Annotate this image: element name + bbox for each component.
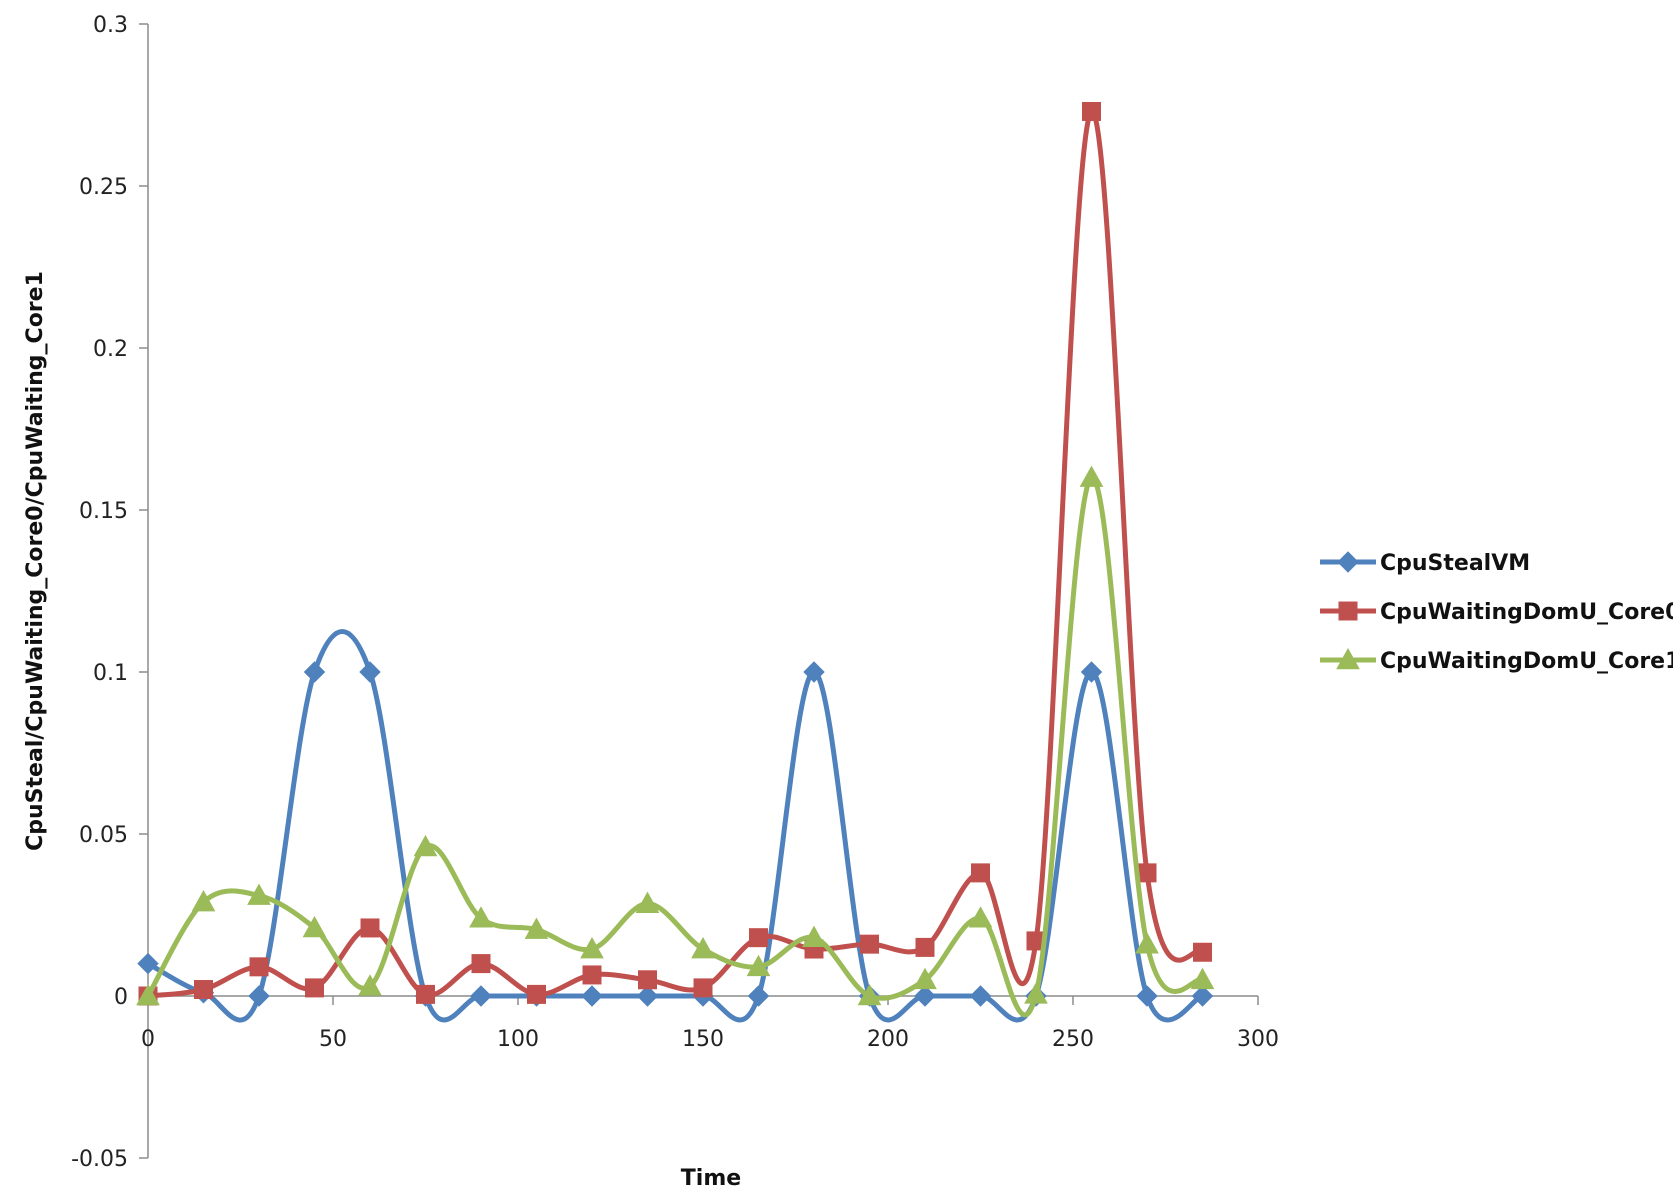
data-point: [635, 891, 660, 913]
legend-marker: [1338, 601, 1358, 621]
data-point: [860, 934, 879, 954]
data-point: [1191, 985, 1214, 1007]
y-tick-label: 0.05: [79, 823, 128, 848]
data-point: [691, 936, 715, 959]
series-line: [145, 629, 1205, 1023]
data-point: [194, 980, 213, 1000]
data-point: [191, 890, 216, 912]
legend-marker: [1336, 647, 1360, 670]
legend-label: CpuWaitingDomU_Core1: [1380, 649, 1673, 674]
data-point: [1135, 932, 1159, 954]
data-point: [1190, 967, 1215, 990]
data-point: [137, 952, 159, 975]
data-point: [636, 985, 659, 1007]
data-point: [470, 985, 492, 1007]
data-point: [527, 984, 546, 1004]
data-point: [469, 906, 493, 928]
data-point: [968, 906, 993, 928]
data-point: [1082, 101, 1101, 121]
data-point: [582, 965, 602, 985]
x-tick-label: 200: [867, 1027, 909, 1052]
data-point: [136, 983, 160, 1006]
series-CpuWaitingDomU_Core1: [136, 465, 1215, 1018]
y-tick-label: 0.25: [79, 175, 128, 200]
y-tick-label: -0.05: [71, 1147, 128, 1172]
data-point: [971, 863, 990, 883]
data-point: [857, 983, 882, 1006]
data-point: [581, 985, 603, 1007]
data-point: [746, 954, 771, 977]
data-point: [416, 984, 435, 1004]
data-point: [1024, 982, 1048, 1004]
data-point: [1193, 942, 1212, 962]
data-point: [1136, 985, 1158, 1007]
data-point: [360, 918, 380, 938]
data-point: [747, 985, 770, 1007]
legend-label: CpuWaitingDomU_Core0: [1380, 600, 1673, 625]
legend-label: CpuStealVM: [1380, 551, 1530, 576]
data-point: [914, 985, 936, 1007]
y-tick-label: 0: [114, 985, 128, 1010]
chart-legend: CpuStealVM CpuWaitingDomU_Core0 CpuWaiting…: [1320, 551, 1673, 674]
data-point: [524, 917, 549, 939]
y-axis-title: CpuSteal/CpuWaiting_Core0/CpuWaiting_Cor…: [23, 271, 48, 851]
data-point: [247, 883, 271, 905]
data-point: [305, 978, 324, 998]
data-point: [580, 936, 604, 959]
x-axis-title: Time: [681, 1166, 741, 1191]
y-tick-label: 0.3: [93, 13, 128, 38]
data-point: [249, 957, 269, 977]
data-point: [248, 985, 270, 1007]
x-tick-label: 300: [1237, 1027, 1279, 1052]
data-point: [358, 974, 382, 996]
data-point: [1080, 661, 1103, 683]
chart-series-layer: [136, 101, 1215, 1023]
data-point: [915, 937, 935, 957]
data-point: [693, 978, 713, 998]
data-point: [913, 967, 937, 990]
y-tick-label: 0.1: [93, 661, 128, 686]
x-tick-label: 250: [1052, 1027, 1094, 1052]
chart-axes: -0.05 0 0.05 0.1 0.15 0.2 0.25 0.3 0 50 100 150 200 2…: [71, 13, 1279, 1172]
data-point: [471, 954, 491, 974]
data-point: [802, 925, 826, 947]
data-point: [303, 661, 326, 683]
legend-item: CpuWaitingDomU_Core1: [1320, 647, 1673, 674]
data-point: [413, 834, 438, 857]
data-point: [638, 970, 657, 990]
y-tick-label: 0.2: [93, 337, 128, 362]
data-point: [302, 915, 327, 938]
data-point: [1079, 465, 1104, 487]
legend-item: CpuStealVM: [1320, 551, 1530, 576]
data-point: [359, 661, 381, 683]
data-point: [1137, 863, 1157, 883]
y-tick-label: 0.15: [79, 499, 128, 524]
series-line: [145, 108, 1205, 999]
legend-item: CpuWaitingDomU_Core0: [1320, 600, 1673, 625]
data-point: [803, 661, 825, 683]
x-tick-label: 100: [497, 1027, 539, 1052]
data-point: [749, 928, 768, 948]
data-point: [969, 985, 992, 1007]
x-tick-label: 150: [682, 1027, 724, 1052]
legend-marker: [1337, 551, 1359, 573]
x-tick-label: 50: [319, 1027, 347, 1052]
x-tick-label: 0: [141, 1027, 155, 1052]
